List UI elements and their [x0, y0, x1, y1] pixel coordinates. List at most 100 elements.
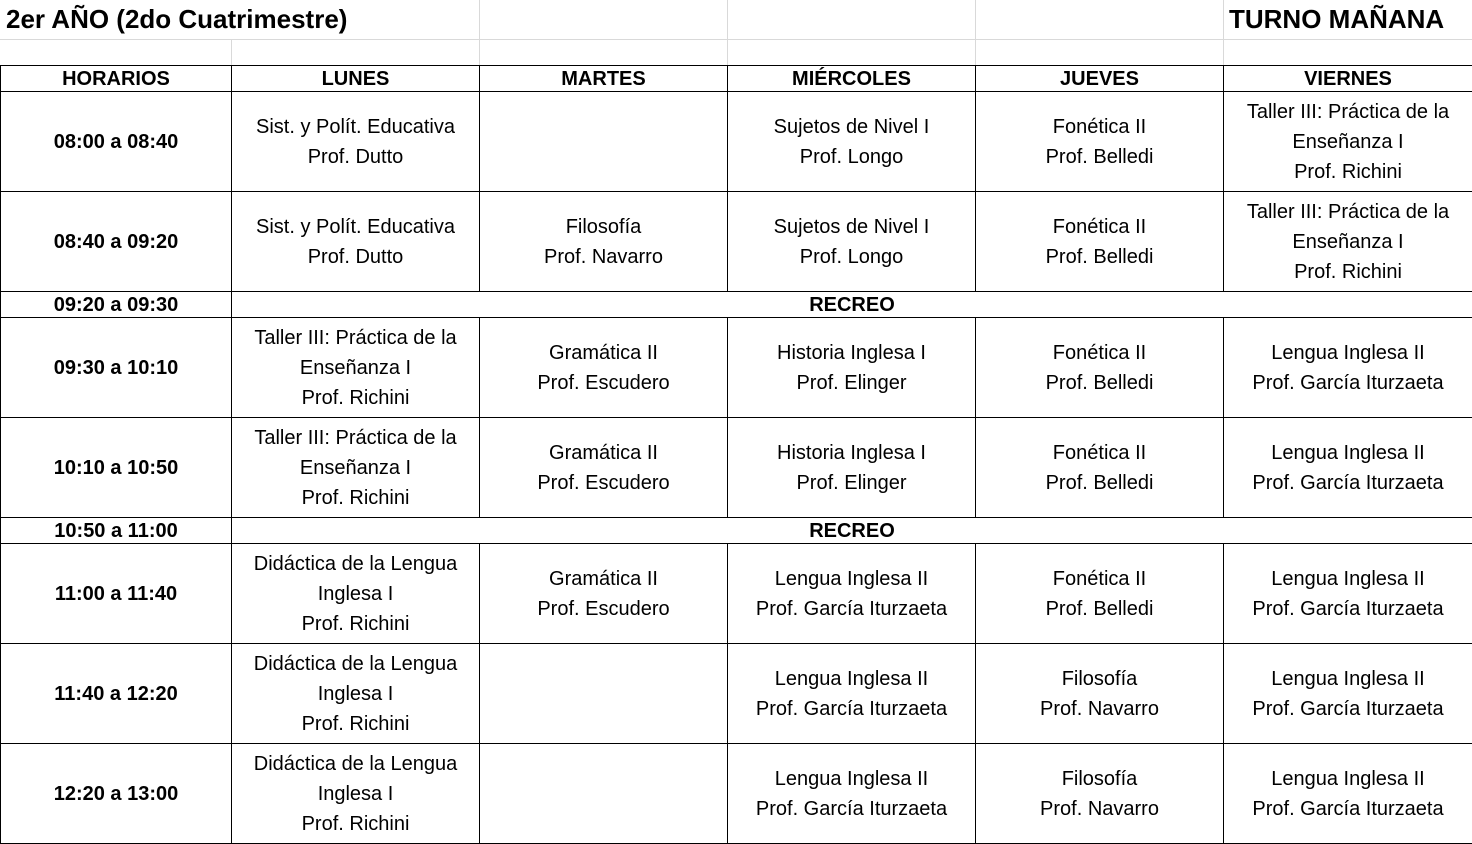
- class-cell: Sist. y Polít. Educativa Prof. Dutto: [231, 91, 480, 192]
- teacher-name: Prof. Navarro: [1040, 797, 1159, 820]
- class-cell: Sujetos de Nivel I Prof. Longo: [727, 91, 976, 192]
- teacher-name: Prof. Belledi: [1045, 145, 1154, 168]
- teacher-name: Prof. Longo: [799, 245, 904, 268]
- subject-line: Gramática II: [549, 567, 658, 590]
- class-cell: [479, 643, 728, 744]
- subject-line: Taller III: Práctica de la: [1246, 200, 1450, 223]
- header-row: HORARIOS LUNES MARTES MIÉRCOLES JUEVES V…: [0, 65, 1472, 92]
- subject-line: Fonética II: [1052, 215, 1147, 238]
- teacher-name: Prof. García Iturzaeta: [1252, 471, 1444, 494]
- teacher-name: Prof. García Iturzaeta: [755, 797, 948, 820]
- teacher-name: Prof. Dutto: [307, 245, 404, 268]
- teacher-name: Prof. Richini: [301, 612, 410, 635]
- teacher-name: Prof. Escudero: [537, 471, 670, 494]
- class-cell: Taller III: Práctica de la Enseñanza I Pro…: [231, 317, 480, 418]
- teacher-name: Prof. Elinger: [796, 371, 907, 394]
- teacher-name: Prof. Richini: [1294, 260, 1402, 283]
- gridline: [727, 0, 728, 65]
- column-header-viernes: VIERNES: [1223, 65, 1472, 92]
- subject-line: Sujetos de Nivel I: [773, 115, 930, 138]
- subject-line: Lengua Inglesa II: [1271, 341, 1425, 364]
- teacher-name: Prof. García Iturzaeta: [1252, 371, 1444, 394]
- class-cell: Gramática II Prof. Escudero: [479, 417, 728, 518]
- teacher-name: Prof. Richini: [301, 486, 410, 509]
- time-slot: 09:20 a 09:30: [0, 291, 232, 318]
- subject-line: Lengua Inglesa II: [774, 567, 929, 590]
- page-title: 2er AÑO (2do Cuatrimestre): [6, 4, 348, 34]
- gridline: [231, 39, 232, 65]
- class-cell: Didáctica de la Lengua Inglesa I Prof. Ric…: [231, 743, 480, 844]
- subject-line: Sujetos de Nivel I: [773, 215, 930, 238]
- class-cell: Lengua Inglesa II Prof. García Iturzaeta: [727, 643, 976, 744]
- table-row: 11:00 a 11:40 Didáctica de la Lengua Ingle…: [0, 543, 1472, 644]
- subject-line: Filosofía: [1061, 767, 1138, 790]
- subject-line: Lengua Inglesa II: [1271, 767, 1425, 790]
- subject-line: Gramática II: [549, 341, 658, 364]
- class-cell: Lengua Inglesa II Prof. García Iturzaeta: [1223, 417, 1472, 518]
- teacher-name: Prof. García Iturzaeta: [1252, 797, 1444, 820]
- teacher-name: Prof. Belledi: [1045, 471, 1154, 494]
- gridline: [975, 0, 976, 65]
- teacher-name: Prof. Elinger: [796, 471, 907, 494]
- teacher-name: Prof. Longo: [799, 145, 904, 168]
- teacher-name: Prof. Richini: [1294, 160, 1402, 183]
- subject-line: Sist. y Polít. Educativa: [256, 115, 455, 138]
- table-row: 11:40 a 12:20 Didáctica de la Lengua Ingle…: [0, 643, 1472, 744]
- subject-line: Didáctica de la Lengua: [253, 752, 458, 775]
- teacher-name: Prof. Belledi: [1045, 245, 1154, 268]
- subject-line: Didáctica de la Lengua: [253, 652, 458, 675]
- time-slot: 11:40 a 12:20: [0, 643, 232, 744]
- time-slot: 10:50 a 11:00: [0, 517, 232, 544]
- class-cell: Filosofía Prof. Navarro: [479, 191, 728, 292]
- class-cell: Lengua Inglesa II Prof. García Iturzaeta: [1223, 643, 1472, 744]
- subject-line: Gramática II: [549, 441, 658, 464]
- break-label: RECREO: [231, 517, 1472, 544]
- subject-line: Fonética II: [1052, 441, 1147, 464]
- class-cell: Fonética II Prof. Belledi: [975, 543, 1224, 644]
- class-cell: Taller III: Práctica de la Enseñanza I Pro…: [1223, 91, 1472, 192]
- class-cell: Gramática II Prof. Escudero: [479, 543, 728, 644]
- subject-line: Enseñanza I: [1292, 230, 1404, 253]
- class-cell: [479, 91, 728, 192]
- class-cell: Fonética II Prof. Belledi: [975, 191, 1224, 292]
- teacher-name: Prof. Navarro: [1040, 697, 1159, 720]
- subject-line: Sist. y Polít. Educativa: [256, 215, 455, 238]
- class-cell: Sujetos de Nivel I Prof. Longo: [727, 191, 976, 292]
- time-slot: 08:00 a 08:40: [0, 91, 232, 192]
- gridline: [1223, 0, 1224, 65]
- subject-line: Taller III: Práctica de la: [254, 326, 457, 349]
- class-cell: Taller III: Práctica de la Enseñanza I Pro…: [1223, 191, 1472, 292]
- teacher-name: Prof. Escudero: [537, 371, 670, 394]
- class-cell: Lengua Inglesa II Prof. García Iturzaeta: [727, 543, 976, 644]
- class-cell: Fonética II Prof. Belledi: [975, 417, 1224, 518]
- subject-line: Lengua Inglesa II: [774, 767, 929, 790]
- teacher-name: Prof. Dutto: [307, 145, 404, 168]
- subject-line: Didáctica de la Lengua: [253, 552, 458, 575]
- subject-line: Enseñanza I: [299, 356, 412, 379]
- gridline: [0, 39, 1472, 40]
- subject-line: Filosofía: [1061, 667, 1138, 690]
- sheet-header-area: 2er AÑO (2do Cuatrimestre) TURNO MAÑANA: [0, 0, 1472, 65]
- time-slot: 11:00 a 11:40: [0, 543, 232, 644]
- teacher-name: Prof. Navarro: [544, 245, 663, 268]
- subject-line: Enseñanza I: [1292, 130, 1404, 153]
- teacher-name: Prof. Belledi: [1045, 597, 1154, 620]
- teacher-name: Prof. Escudero: [537, 597, 670, 620]
- schedule-table: HORARIOS LUNES MARTES MIÉRCOLES JUEVES V…: [0, 65, 1472, 844]
- break-row: 10:50 a 11:00 RECREO: [0, 517, 1472, 544]
- subject-line: Fonética II: [1052, 115, 1147, 138]
- subject-line: Inglesa I: [317, 682, 394, 705]
- subject-line: Inglesa I: [317, 782, 394, 805]
- class-cell: Didáctica de la Lengua Inglesa I Prof. Ric…: [231, 543, 480, 644]
- time-slot: 08:40 a 09:20: [0, 191, 232, 292]
- table-row: 10:10 a 10:50 Taller III: Práctica de la E…: [0, 417, 1472, 518]
- class-cell: Filosofía Prof. Navarro: [975, 743, 1224, 844]
- table-row: 12:20 a 13:00 Didáctica de la Lengua Ingle…: [0, 743, 1472, 844]
- schedule-body: 08:00 a 08:40 Sist. y Polít. Educativa Pro…: [0, 91, 1472, 844]
- subject-line: Taller III: Práctica de la: [1246, 100, 1450, 123]
- teacher-name: Prof. García Iturzaeta: [1252, 597, 1444, 620]
- column-header-miercoles: MIÉRCOLES: [727, 65, 976, 92]
- subject-line: Historia Inglesa I: [777, 441, 926, 464]
- column-header-horarios: HORARIOS: [0, 65, 232, 92]
- class-cell: Lengua Inglesa II Prof. García Iturzaeta: [1223, 317, 1472, 418]
